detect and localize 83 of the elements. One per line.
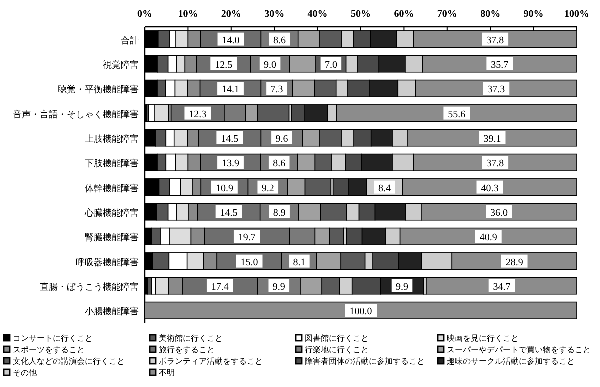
x-tick-label: 80% [480,9,501,20]
bar [158,178,170,196]
data-label: 8.1 [293,257,306,268]
legend-label: 障害者団体の活動に参加すること [305,357,425,366]
data-label: 14.1 [222,84,240,96]
data-label: 34.7 [493,282,511,293]
data-label: 7.0 [324,60,338,71]
data-label: 17.4 [211,282,229,293]
data-label: 8.4 [378,183,392,194]
bar [156,203,169,221]
data-label: 12.3 [189,109,207,120]
y-tick-label: 下肢機能障害 [85,158,139,169]
data-label: 7.3 [270,84,284,96]
bar [154,104,170,122]
bar [426,277,578,295]
data-label: 100.0 [350,306,372,318]
y-tick-label: 小腸機能障害 [85,306,139,317]
legend-label: 行楽地に行くこと [305,346,369,354]
data-label: 28.9 [506,257,524,268]
y-tick-label: 視覚障害 [103,60,139,70]
y-tick-label: 心臓機能障害 [84,208,139,218]
data-label: 8.6 [273,158,286,170]
data-label: 9.9 [272,282,286,293]
x-tick-label: 50% [351,9,371,20]
legend-label: 不明 [159,368,175,378]
x-tick-label: 10% [178,9,198,20]
data-label: 12.5 [215,60,233,71]
bar [155,129,167,147]
x-tick-label: 0% [138,9,152,20]
bar [157,154,167,172]
x-tick-label: 20% [221,9,242,20]
legend-label: 図書館に行くこと [305,334,369,343]
bar [152,252,170,270]
legend-label: 映画を見に行くこと [447,334,519,343]
x-tick-label: 90% [524,9,544,20]
data-label: 39.1 [484,134,502,145]
data-label: 19.7 [238,232,256,244]
y-tick-label: 体幹機能障害 [85,183,139,194]
legend-label: 趣味のサークル活動に参加すること [447,357,575,366]
legend-label: コンサートに行くこと [13,334,93,343]
legend-label: 美術館に行くこと [159,334,223,343]
y-tick-label: 腎臓機能障害 [85,232,139,243]
y-tick-label: 音声・言語・そしゃく機能障害 [13,109,139,120]
x-tick-label: 70% [437,9,458,20]
bar [157,55,169,73]
legend-label: ボランティア活動をすること [159,357,263,366]
data-label: 15.0 [240,257,258,268]
legend-label: 旅行をすること [159,346,215,354]
bar [157,80,166,98]
data-label: 9.0 [264,60,277,71]
x-tick-label: 30% [264,9,285,20]
y-tick-label: 呼吸器機能障害 [76,257,139,268]
bar [158,30,170,48]
data-label: 40.9 [480,232,498,244]
legend-label: スポーツをすること [13,346,85,354]
y-tick-label: 直腸・ぼうこう機能障害 [40,282,139,292]
data-label: 10.9 [216,183,234,194]
bar [152,228,161,246]
data-label: 13.9 [222,158,240,170]
data-label: 37.8 [486,158,504,170]
legend-label: その他 [13,368,37,378]
data-label: 14.5 [220,208,238,219]
data-label: 35.7 [491,60,509,71]
data-label: 14.5 [221,134,239,145]
x-tick-label: 100% [564,9,590,20]
y-tick-label: 上肢機能障害 [85,134,139,144]
data-label: 9.6 [276,134,288,145]
data-label: 55.6 [448,109,466,120]
y-tick-label: 合計 [121,35,139,46]
legend-label: スーパーやデパートで買い物をすること [447,346,591,354]
data-label: 9.2 [262,183,274,194]
data-label: 36.0 [490,208,508,219]
y-tick-label: 聴覚・平衡機能障害 [58,84,139,95]
data-label: 8.9 [273,208,286,219]
data-label: 40.3 [481,183,499,194]
data-label: 37.8 [486,35,504,46]
data-label: 8.6 [274,35,286,46]
x-tick-label: 40% [308,9,328,20]
x-tick-label: 60% [394,9,414,20]
data-label: 9.9 [396,282,409,293]
legend-label: 文化人などの講演会に行くこと [13,357,125,366]
data-label: 14.0 [222,35,240,46]
data-label: 37.3 [488,84,506,96]
